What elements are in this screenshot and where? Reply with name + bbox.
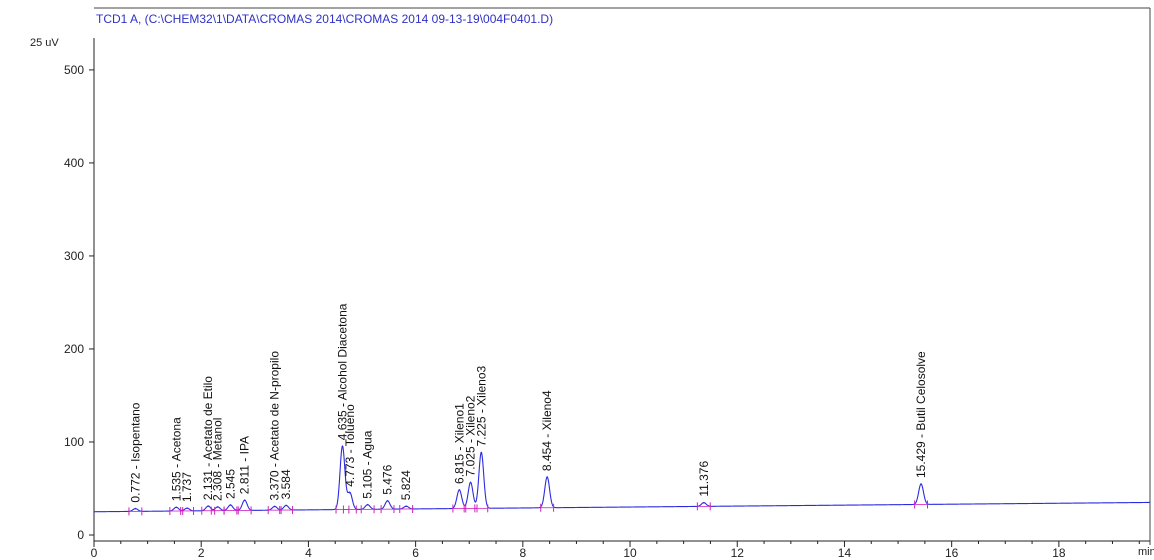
peak-label: 11.376	[697, 461, 711, 497]
peak-apex-point	[216, 506, 219, 508]
peak-label: 8.454 - Xileno4	[540, 390, 554, 471]
x-tick-label: 6	[412, 546, 419, 560]
peak-label: 7.025 - Xileno2	[464, 395, 478, 476]
peak-label: 0.772 - Isopentano	[128, 402, 142, 502]
y-tick-label: 500	[64, 63, 84, 77]
x-tick-label: 2	[198, 546, 205, 560]
chart-title: TCD1 A, (C:\CHEM32\1\DATA\CROMAS 2014\CR…	[96, 12, 554, 26]
peak-apex-point	[285, 504, 287, 507]
peak-label: 2.308 - Metanol	[211, 418, 225, 501]
peak-apex-point	[480, 451, 483, 454]
y-tick-label: 100	[64, 435, 84, 449]
y-tick-label: 300	[64, 249, 84, 263]
peak-apex-point	[243, 499, 246, 501]
peak-label: 1.535 - Acetona	[169, 417, 183, 501]
peak-apex-point	[702, 501, 705, 504]
y-tick-label: 0	[77, 528, 84, 542]
peak-label: 3.584	[279, 469, 293, 499]
peak-label: 3.370 - Acetato de N-propilo	[268, 351, 282, 501]
x-tick-label: 4	[305, 546, 312, 560]
peak-apex-point	[134, 507, 137, 510]
peak-label: 15.429 - Butil Celosolve	[914, 351, 928, 478]
peak-label: 4.635 - Alcohol Diacetona	[335, 303, 349, 440]
peak-apex-point	[341, 445, 344, 448]
peak-apex-point	[386, 499, 389, 502]
peak-apex-point	[366, 503, 369, 506]
peak-apex-point	[458, 489, 461, 491]
peak-label: 4.773 - Tolueno	[343, 404, 357, 487]
x-tick-label: 16	[945, 546, 959, 560]
peak-apex-point	[920, 483, 922, 485]
peak-apex-point	[175, 506, 178, 509]
peak-label: 5.105 - Agua	[361, 430, 375, 498]
peak-label: 2.131 - Acetato de Etilo	[201, 376, 215, 500]
peak-apex-point	[469, 481, 472, 484]
peak-label: 6.815 - Xileno1	[452, 403, 466, 484]
peak-label: 2.811 - IPA	[238, 436, 252, 494]
peak-label: 1.737	[180, 472, 194, 502]
x-tick-label: 8	[519, 546, 526, 560]
peak-apex-point	[186, 507, 188, 509]
peak-label: 5.476	[381, 464, 395, 494]
peak-apex-point	[229, 504, 232, 506]
peak-apex-point	[546, 476, 548, 478]
x-tick-label: 0	[91, 546, 98, 560]
x-tick-label: 10	[623, 546, 637, 560]
peak-label: 2.545	[223, 469, 237, 499]
x-axis-unit-label: min	[1138, 546, 1154, 558]
peak-apex-point	[273, 505, 276, 508]
peak-apex-point	[349, 491, 351, 494]
y-axis-unit-label: 25 uV	[30, 37, 59, 49]
y-tick-label: 400	[64, 156, 84, 170]
x-tick-label: 14	[838, 546, 852, 560]
peak-label: 7.225 - Xileno3	[474, 365, 488, 446]
peak-apex-point	[207, 505, 210, 507]
x-tick-label: 18	[1052, 546, 1066, 560]
x-tick-label: 12	[731, 546, 745, 560]
signal-trace	[93, 445, 1151, 513]
y-tick-label: 200	[64, 342, 84, 356]
peak-apex-point	[405, 505, 407, 508]
peak-label: 5.824	[399, 470, 413, 500]
